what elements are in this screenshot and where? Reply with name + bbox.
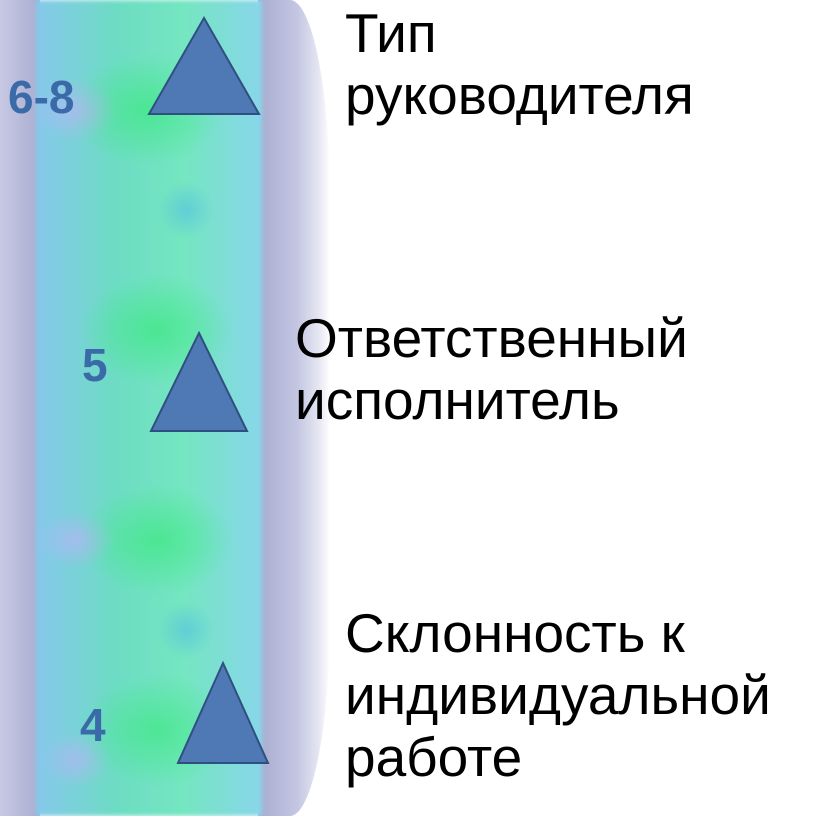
right-rail <box>258 0 330 816</box>
level-label-line: руководителя <box>345 64 694 126</box>
level-label-line: Ответственный <box>295 307 688 369</box>
level-label-individual-work: Склонность к индивидуальной работе <box>345 602 771 788</box>
triangle-up-icon <box>176 660 270 764</box>
triangle-up-icon <box>147 15 261 115</box>
left-rail <box>0 0 40 816</box>
level-label-responsible-executor: Ответственный исполнитель <box>295 307 688 431</box>
level-label-leader-type: Тип руководителя <box>345 2 694 126</box>
level-number-4: 4 <box>80 699 106 751</box>
level-label-line: Тип <box>345 2 437 64</box>
level-label-line: индивидуальной <box>345 664 771 726</box>
triangle-up-icon <box>149 330 249 432</box>
level-label-line: Склонность к <box>345 602 685 664</box>
level-label-line: исполнитель <box>295 369 620 431</box>
level-label-line: работе <box>345 726 523 788</box>
level-number-5: 5 <box>82 339 108 391</box>
level-number-6-8: 6-8 <box>8 71 75 123</box>
